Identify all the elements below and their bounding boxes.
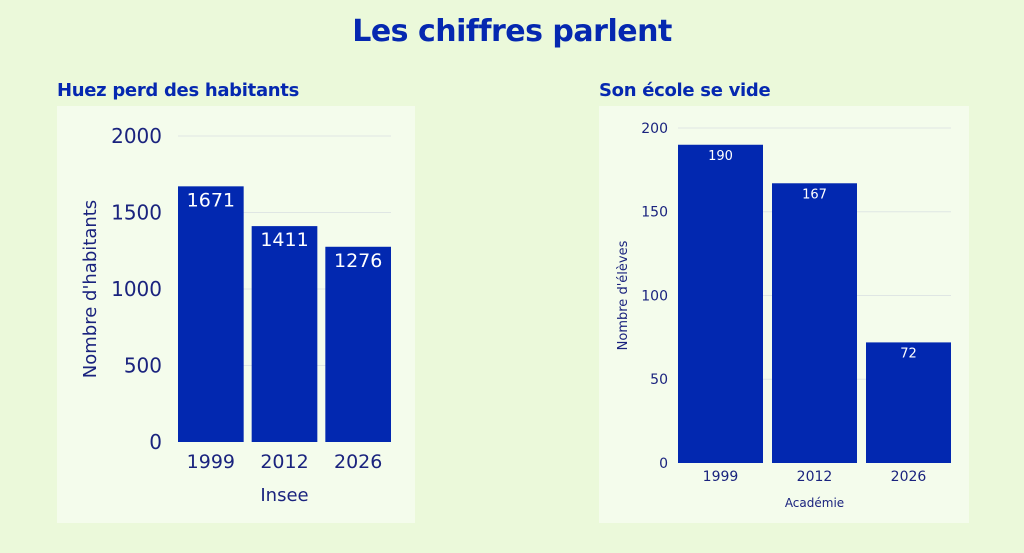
bar-2012 (251, 226, 318, 442)
bar-1999 (178, 186, 244, 442)
bar-1999 (678, 144, 763, 463)
bar-2012 (772, 183, 857, 463)
bar-2026 (325, 246, 391, 442)
y-tick-label: 200 (641, 121, 668, 137)
y-tick-label: 2000 (111, 124, 162, 148)
x-tick-label: 1999 (703, 469, 739, 485)
chart-2-title: Son école se vide (599, 80, 771, 101)
y-tick-label: 0 (659, 456, 668, 472)
x-tick-label: 1999 (187, 451, 235, 473)
x-tick-label: 2026 (334, 451, 382, 473)
y-axis-label: Nombre d'habitants (80, 200, 101, 378)
x-tick-label: 2012 (260, 451, 308, 473)
y-tick-label: 50 (650, 372, 668, 388)
x-tick-label: 2026 (891, 469, 927, 485)
y-axis-label: Nombre d'élèves (616, 240, 631, 350)
x-tick-label: 2012 (797, 469, 833, 485)
x-axis-label: Insee (260, 485, 308, 506)
y-tick-label: 1500 (111, 201, 162, 225)
y-tick-label: 1000 (111, 277, 162, 301)
y-tick-label: 150 (641, 205, 668, 221)
data-label: 190 (708, 149, 733, 164)
page-title: Les chiffres parlent (352, 14, 672, 49)
data-label: 1671 (187, 189, 235, 211)
data-label: 1276 (334, 250, 382, 272)
y-tick-label: 0 (149, 430, 162, 454)
y-tick-label: 100 (641, 288, 668, 304)
data-label: 167 (802, 187, 827, 202)
bar-2026 (866, 342, 951, 463)
chart-1-title: Huez perd des habitants (57, 80, 300, 101)
data-label: 1411 (260, 229, 308, 251)
data-label: 72 (900, 346, 917, 361)
x-axis-label: Académie (785, 496, 844, 510)
y-tick-label: 500 (124, 354, 162, 378)
